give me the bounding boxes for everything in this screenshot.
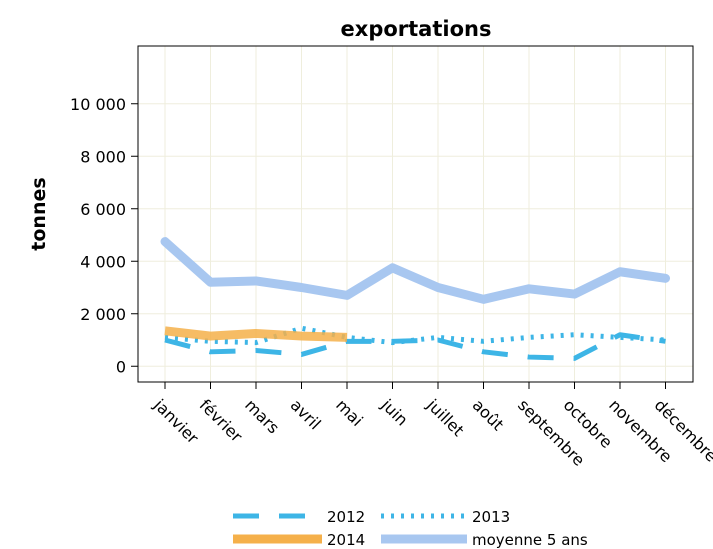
x-tick-label: janvier	[149, 395, 202, 448]
legend: 2012 2013 2014 moyenne 5 ans	[233, 508, 588, 549]
x-tick-label: février	[196, 395, 247, 446]
x-tick-label: août	[469, 395, 508, 434]
legend-label: moyenne 5 ans	[472, 531, 588, 549]
plot-frame	[137, 45, 694, 383]
y-tick-label: 2 000	[80, 305, 126, 324]
x-tick-label: mars	[241, 395, 283, 437]
legend-label: 2012	[327, 508, 365, 526]
series-line-2013	[164, 325, 666, 346]
series-line-2014	[164, 326, 348, 342]
series-line-moyenne-5-ans	[160, 237, 670, 304]
x-tick-label: juin	[377, 395, 412, 430]
legend-label: 2013	[472, 508, 510, 526]
series-line-2012	[164, 332, 666, 361]
y-tick-label: 8 000	[80, 147, 126, 166]
chart-title: exportations	[341, 17, 492, 41]
x-tick-label: mai	[332, 395, 367, 430]
x-tick-label: avril	[287, 395, 325, 433]
y-axis-label: tonnes	[28, 177, 50, 250]
y-ticks: 0 2 000 4 000 6 000 8 000 10 000	[70, 95, 138, 376]
y-tick-label: 6 000	[80, 200, 126, 219]
y-tick-label: 4 000	[80, 252, 126, 271]
x-tick-label: juillet	[422, 395, 467, 440]
y-tick-label: 0	[116, 357, 126, 376]
y-tick-label: 10 000	[70, 95, 126, 114]
legend-label: 2014	[327, 531, 365, 549]
series-layer	[160, 237, 670, 361]
grid	[138, 46, 693, 382]
